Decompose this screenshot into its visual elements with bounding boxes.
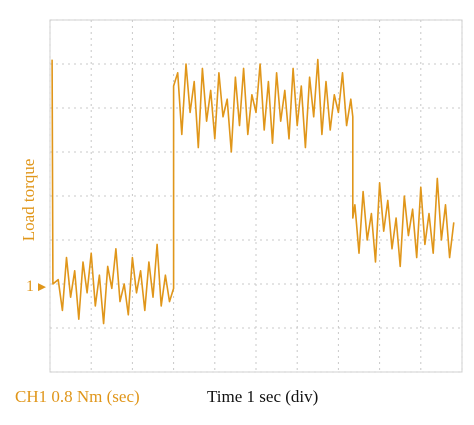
channel-marker-label: 1	[26, 278, 34, 295]
x-axis-label: Time 1 sec (div)	[207, 387, 318, 406]
y-axis-label: Load torque	[19, 159, 38, 242]
signal-line	[51, 58, 455, 325]
channel-marker	[38, 283, 46, 292]
channel-label: CH1 0.8 Nm (sec)	[15, 387, 140, 406]
